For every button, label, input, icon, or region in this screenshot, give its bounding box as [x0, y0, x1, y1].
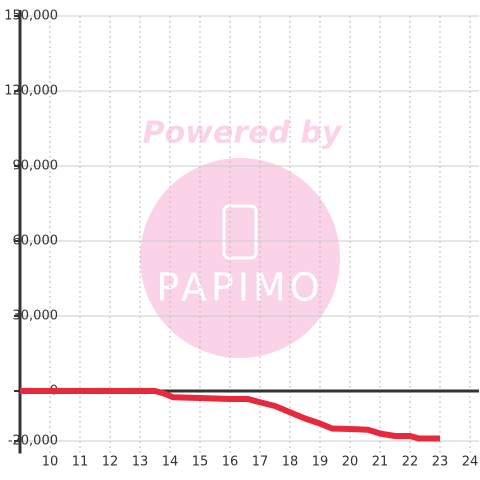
x-tick-label: 15	[192, 455, 209, 470]
x-tick-label: 13	[132, 455, 149, 470]
x-tick-label: 11	[72, 455, 89, 470]
y-tick-label: 30,000	[13, 309, 59, 324]
y-tick-label: 90,000	[13, 159, 59, 174]
x-tick-label: 18	[282, 455, 299, 470]
data-line	[20, 388, 440, 442]
x-tick-label: 22	[402, 455, 419, 470]
x-tick-label: 10	[42, 455, 59, 470]
x-tick-label: 12	[102, 455, 119, 470]
x-tick-label: 17	[252, 455, 269, 470]
y-tick-label: 60,000	[13, 234, 59, 249]
x-tick-label: 24	[462, 455, 479, 470]
x-tick-label: 21	[372, 455, 389, 470]
x-tick-label: 19	[312, 455, 329, 470]
y-tick-label: 120,000	[4, 84, 58, 99]
x-tick-label: 14	[162, 455, 179, 470]
x-tick-label: 16	[222, 455, 239, 470]
y-tick-label: 150,000	[4, 9, 58, 24]
y-tick-label: -20,000	[8, 434, 58, 449]
x-tick-label: 23	[432, 455, 449, 470]
watermark-icon	[222, 204, 258, 260]
watermark-logo: PAPIMO	[156, 266, 323, 310]
watermark-text: Powered by	[143, 116, 343, 151]
x-tick-label: 20	[342, 455, 359, 470]
